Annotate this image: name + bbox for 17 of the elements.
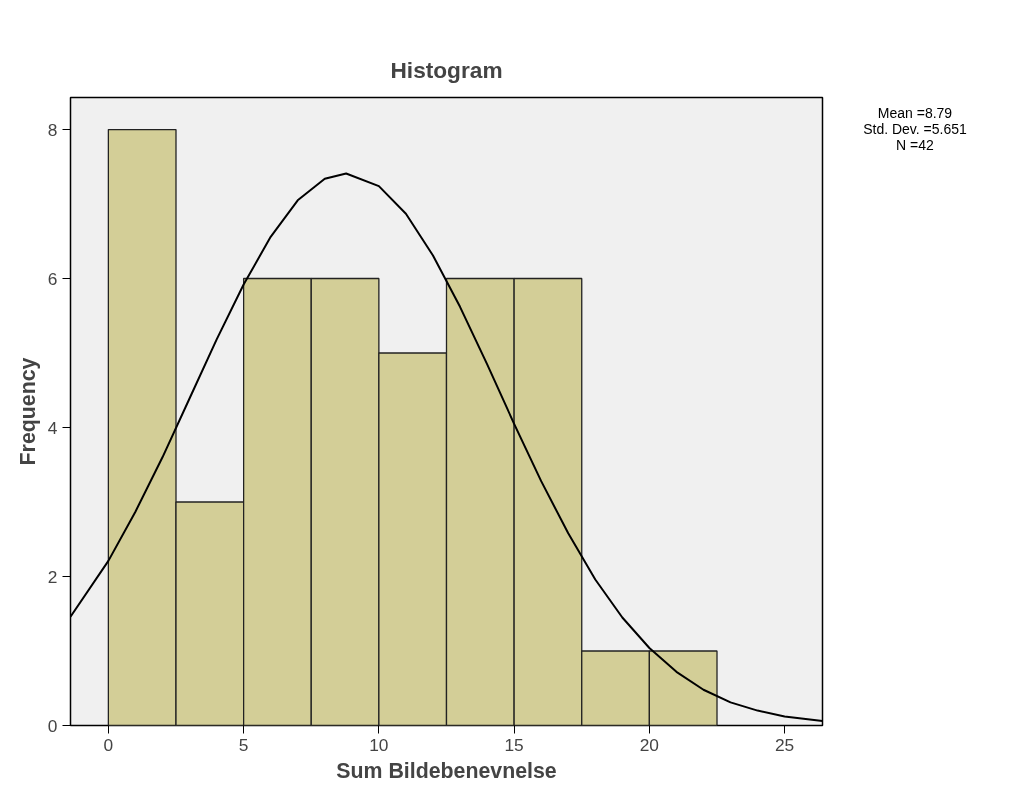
text: Std. Dev. =5.651 <box>863 121 967 137</box>
text: Mean =8.79 <box>877 105 953 121</box>
x-tick-label: 10 <box>369 734 389 755</box>
x-axis-title: Sum Bildebenevnelse <box>336 758 557 783</box>
y-tick-label: 6 <box>47 268 58 289</box>
text: N =42 <box>896 137 934 153</box>
y-tick-label: 8 <box>47 119 58 140</box>
x-tick-label: 25 <box>774 734 795 755</box>
x-tick-label: 20 <box>639 734 660 755</box>
chart-title: Histogram <box>390 56 503 83</box>
y-tick-label: 2 <box>47 566 58 587</box>
x-tick-label: 15 <box>504 734 524 755</box>
x-tick-label: 0 <box>103 734 114 755</box>
x-tick-label: 5 <box>238 734 249 755</box>
y-axis-title: Frequency <box>15 357 40 466</box>
y-tick-label: 4 <box>47 417 58 438</box>
y-tick-label: 0 <box>47 715 58 736</box>
